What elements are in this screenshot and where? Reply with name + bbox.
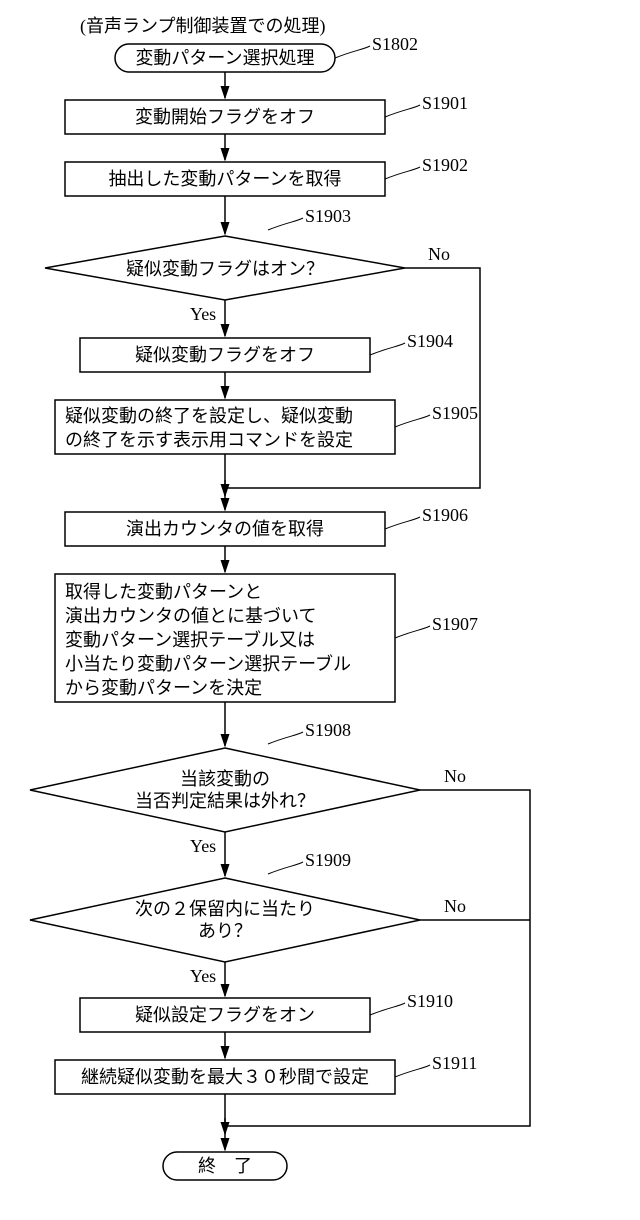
svg-text:S1904: S1904: [407, 331, 453, 351]
svg-text:演出カウンタの値を取得: 演出カウンタの値を取得: [126, 519, 324, 539]
branch-yes-s1903: Yes: [190, 304, 216, 324]
svg-text:S1906: S1906: [422, 505, 468, 525]
page-title: (音声ランプ制御装置での処理): [80, 16, 325, 37]
svg-text:変動パターン選択処理: 変動パターン選択処理: [135, 48, 314, 68]
svg-text:抽出した変動パターンを取得: 抽出した変動パターンを取得: [108, 169, 341, 189]
branch-no-s1908: No: [444, 766, 466, 786]
label-s1908: S1908: [305, 720, 351, 740]
node-s1911: 継続疑似変動を最大３０秒間で設定 S1911: [55, 1053, 477, 1094]
svg-text:疑似設定フラグをオン: 疑似設定フラグをオン: [135, 1005, 315, 1025]
node-s1902: 抽出した変動パターンを取得 S1902: [65, 155, 468, 196]
svg-text:当該変動の: 当該変動の: [180, 769, 270, 789]
svg-text:S1910: S1910: [407, 991, 453, 1011]
branch-no-s1903: No: [428, 244, 450, 264]
label-s1903: S1903: [305, 206, 351, 226]
svg-text:の終了を示す表示用コマンドを設定: の終了を示す表示用コマンドを設定: [65, 430, 353, 450]
svg-text:疑似変動フラグをオフ: 疑似変動フラグをオフ: [135, 345, 315, 365]
node-s1909: 次の２保留内に当たり あり？: [30, 878, 420, 962]
svg-text:次の２保留内に当たり: 次の２保留内に当たり: [135, 899, 315, 919]
node-s1906: 演出カウンタの値を取得 S1906: [65, 505, 468, 546]
node-s1904: 疑似変動フラグをオフ S1904: [80, 331, 453, 372]
branch-yes-s1909: Yes: [190, 966, 216, 986]
svg-text:S1905: S1905: [432, 403, 478, 423]
svg-text:終 了: 終 了: [198, 1156, 252, 1176]
svg-text:取得した変動パターンと: 取得した変動パターンと: [65, 582, 262, 602]
node-s1907: 取得した変動パターンと 演出カウンタの値とに基づいて 変動パターン選択テーブル又…: [55, 574, 478, 702]
svg-text:当否判定結果は外れ？: 当否判定結果は外れ？: [135, 791, 315, 811]
node-end: 終 了: [163, 1152, 287, 1180]
svg-text:変動パターン選択テーブル又は: 変動パターン選択テーブル又は: [65, 629, 315, 650]
node-s1910: 疑似設定フラグをオン S1910: [80, 991, 453, 1032]
label-s1909: S1909: [305, 850, 351, 870]
svg-text:小当たり変動パターン選択テーブル: 小当たり変動パターン選択テーブル: [65, 653, 351, 674]
svg-text:S1907: S1907: [432, 614, 478, 634]
node-s1908: 当該変動の 当否判定結果は外れ？: [30, 748, 420, 832]
svg-text:から変動パターンを決定: から変動パターンを決定: [65, 678, 262, 698]
node-s1903: 疑似変動フラグはオン？: [45, 236, 405, 300]
svg-text:疑似変動の終了を設定し、疑似変動: 疑似変動の終了を設定し、疑似変動: [65, 406, 353, 426]
svg-text:S1902: S1902: [422, 155, 468, 175]
node-start: 変動パターン選択処理 S1802: [115, 34, 418, 72]
branch-yes-s1908: Yes: [190, 836, 216, 856]
svg-text:S1802: S1802: [372, 34, 418, 54]
svg-text:あり？: あり？: [198, 921, 252, 941]
svg-text:S1901: S1901: [422, 93, 468, 113]
branch-no-s1909: No: [444, 896, 466, 916]
svg-text:疑似変動フラグはオン？: 疑似変動フラグはオン？: [126, 259, 324, 279]
flowchart: (音声ランプ制御装置での処理) 変動パターン選択処理 S1802 変動開始フラグ…: [0, 0, 640, 1220]
node-s1901: 変動開始フラグをオフ S1901: [65, 93, 468, 134]
node-s1905: 疑似変動の終了を設定し、疑似変動 の終了を示す表示用コマンドを設定 S1905: [55, 400, 478, 454]
svg-text:演出カウンタの値とに基づいて: 演出カウンタの値とに基づいて: [65, 606, 316, 626]
svg-text:S1911: S1911: [432, 1053, 477, 1073]
svg-text:変動開始フラグをオフ: 変動開始フラグをオフ: [135, 107, 315, 127]
svg-text:継続疑似変動を最大３０秒間で設定: 継続疑似変動を最大３０秒間で設定: [81, 1067, 369, 1087]
